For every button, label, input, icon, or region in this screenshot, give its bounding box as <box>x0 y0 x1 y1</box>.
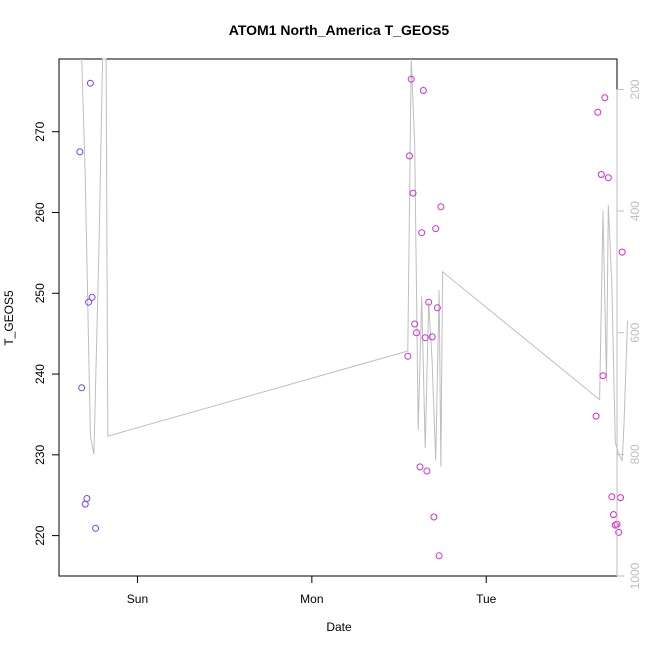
data-point <box>409 189 417 197</box>
y-axis-label: T_GEOS5 <box>2 290 16 346</box>
data-point <box>416 463 424 471</box>
data-point <box>411 320 419 328</box>
points-layer <box>76 75 626 560</box>
data-point <box>610 511 617 519</box>
x-axis-label: Date <box>326 620 352 634</box>
data-point <box>430 513 438 521</box>
data-point <box>592 412 600 420</box>
data-point <box>428 333 436 341</box>
y-tick-label: 250 <box>33 283 47 303</box>
data-point <box>88 293 96 301</box>
data-point <box>86 79 94 87</box>
data-point <box>617 494 624 502</box>
x-tick-label: Sun <box>127 592 148 606</box>
right-tick-label: 800 <box>628 444 642 464</box>
y-tick-label: 220 <box>33 525 47 545</box>
right-tick-label: 400 <box>628 201 642 221</box>
plot-frame <box>58 58 618 577</box>
right-tick-label: 1000 <box>628 562 642 589</box>
data-point <box>76 148 84 156</box>
data-point <box>81 500 89 508</box>
right-tick-label: 600 <box>628 322 642 342</box>
x-tick-label: Tue <box>476 592 497 606</box>
data-point <box>423 467 431 475</box>
data-point <box>435 552 443 560</box>
data-point <box>404 352 412 360</box>
data-point <box>83 495 91 502</box>
data-point <box>425 298 433 306</box>
data-point <box>407 75 415 83</box>
y-tick-label: 270 <box>33 121 47 141</box>
data-point <box>433 304 441 312</box>
data-point <box>594 108 602 116</box>
y-axis-right: 200 400 600 800 1000 <box>616 79 642 589</box>
data-point <box>92 524 100 532</box>
data-point <box>618 248 626 256</box>
y-axis: 220 230 240 250 260 270 <box>33 121 60 546</box>
data-point <box>78 384 86 392</box>
y-tick-label: 260 <box>33 202 47 222</box>
pressure-line <box>81 58 628 467</box>
data-point <box>413 329 420 337</box>
data-point <box>597 171 605 178</box>
data-point <box>601 94 609 102</box>
right-tick-label: 200 <box>628 79 642 99</box>
y-tick-label: 240 <box>33 364 47 384</box>
line-layer <box>81 58 628 467</box>
data-point <box>421 334 429 342</box>
data-point <box>608 493 616 501</box>
data-point <box>432 225 440 233</box>
chart-title: ATOM1 North_America T_GEOS5 <box>229 22 450 38</box>
data-point <box>437 203 445 211</box>
data-point <box>604 174 612 182</box>
y-tick-label: 230 <box>33 444 47 464</box>
data-point <box>406 152 413 160</box>
data-point <box>418 229 426 237</box>
data-point <box>419 87 427 94</box>
data-point <box>85 298 93 306</box>
x-axis: Sun Mon Tue <box>127 575 497 606</box>
data-point <box>599 372 607 380</box>
x-tick-label: Mon <box>300 592 323 606</box>
data-point <box>615 528 623 536</box>
